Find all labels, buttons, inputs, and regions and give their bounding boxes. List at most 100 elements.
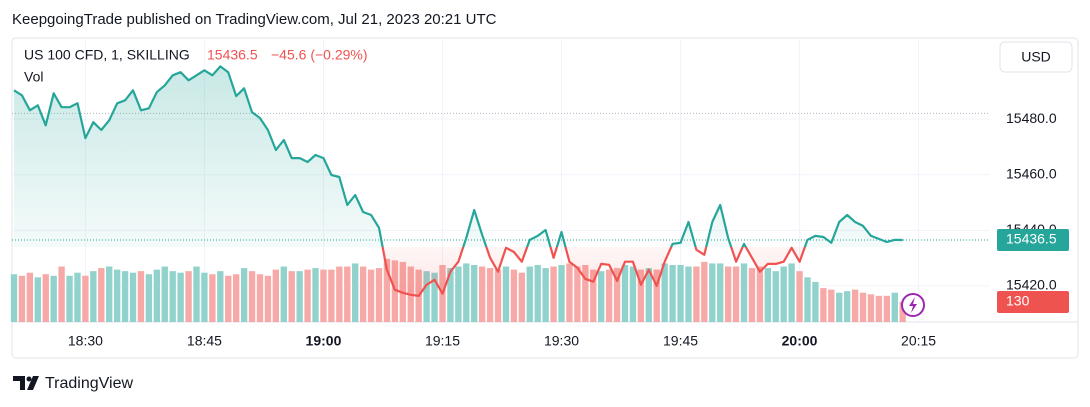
volume-bar: [336, 266, 343, 322]
y-tick-label: 15420.0: [1006, 277, 1057, 293]
chart-frame: [11, 37, 1079, 359]
volume-bar: [661, 263, 668, 322]
volume-bar: [10, 274, 18, 322]
volume-bar: [50, 275, 57, 322]
volume-bar: [113, 269, 121, 322]
volume-bar: [645, 268, 652, 322]
volume-bar: [605, 269, 613, 322]
volume-bar: [534, 264, 541, 322]
volume-legend: Vol: [24, 69, 43, 85]
volume-bar: [701, 261, 708, 322]
volume-bar: [367, 269, 375, 322]
volume-bar: [828, 289, 835, 322]
volume-bar: [851, 289, 859, 322]
volume-bar: [431, 272, 438, 322]
volume-bar: [137, 271, 145, 322]
price-area: [14, 66, 903, 296]
volume-bar: [161, 266, 168, 322]
y-tick-label: 15480.0: [1006, 110, 1057, 126]
volume-bar: [717, 263, 724, 322]
price-line: [13, 65, 903, 297]
volume-bar: [463, 263, 470, 322]
volume-bar: [590, 269, 597, 322]
logo-part: [13, 376, 25, 390]
volume-bar: [344, 266, 351, 322]
currency: USD: [1021, 49, 1051, 65]
volume-bar: [709, 263, 716, 322]
x-tick-label: 19:45: [663, 333, 698, 349]
brand: TradingView: [45, 375, 133, 392]
volume-bar: [423, 271, 430, 322]
volume-bar: [82, 275, 89, 322]
volume-bar: [296, 271, 303, 322]
volume-bar: [502, 266, 510, 322]
x-tick-label: 20:15: [901, 333, 936, 349]
x-tick-label: 19:15: [425, 333, 460, 349]
volume-bar: [629, 266, 637, 322]
volume-bar: [18, 275, 26, 322]
volume-bar: [74, 272, 81, 322]
currency-button[interactable]: [999, 41, 1073, 73]
volume-bar: [248, 271, 256, 322]
volume-bar: [724, 266, 732, 322]
volume-bar: [352, 263, 359, 322]
volume-bar: [304, 269, 311, 322]
volume-bar: [613, 268, 621, 322]
volume-bar: [550, 266, 557, 322]
volume-bar: [677, 264, 684, 322]
volume-bar: [455, 266, 462, 322]
volume-bar: [812, 281, 819, 322]
volume-bar: [98, 268, 105, 322]
volume-bar: [843, 291, 851, 322]
volume-bar: [264, 275, 272, 322]
volume-bar: [653, 269, 660, 322]
volume-bar: [66, 275, 73, 322]
volume-bar: [780, 266, 787, 322]
volume-bar: [836, 292, 843, 322]
volume-bar: [518, 272, 526, 322]
x-tick-label: 20:00: [782, 333, 818, 349]
volume-bar: [867, 294, 875, 322]
volume-bar: [256, 274, 264, 322]
volume-bar: [193, 266, 200, 322]
volume-bar: [320, 269, 327, 322]
volume-bar: [328, 269, 335, 322]
volume-bar: [510, 269, 518, 322]
x-tick-label: 18:30: [68, 333, 103, 349]
volume-bar: [478, 266, 486, 322]
volume-bar: [42, 274, 49, 322]
volume-bar: [637, 269, 645, 322]
volume-bar: [621, 264, 629, 322]
volume-bar: [685, 266, 692, 322]
volume-bar: [574, 266, 581, 322]
volume-bar: [732, 266, 740, 322]
volume-bar: [899, 301, 906, 322]
volume-bar: [153, 269, 161, 322]
volume-bar: [582, 264, 589, 322]
volume-bar: [796, 271, 803, 322]
volume-bar: [185, 271, 192, 322]
volume-bar: [106, 266, 113, 322]
volume-bar: [209, 274, 216, 322]
volume-bar: [129, 272, 137, 322]
volume-bar: [447, 268, 454, 322]
volume-bar: [288, 271, 295, 322]
volume-bar: [145, 274, 153, 322]
volume-bar: [225, 275, 232, 322]
volume-bar: [312, 268, 319, 322]
symbol: US 100 CFD, 1, SKILLING: [24, 47, 190, 63]
volume-bar: [34, 277, 41, 322]
volume-bar: [272, 269, 280, 322]
volume-bar: [566, 263, 573, 322]
volume-bar: [764, 268, 771, 322]
last-price-tag: [997, 229, 1069, 252]
volume-bar: [201, 272, 208, 322]
volume-bar: [526, 266, 533, 322]
volume-bar: [883, 295, 891, 322]
volume-bar: [169, 271, 176, 322]
volume-bar: [875, 295, 883, 322]
volume-bar: [217, 271, 224, 322]
volume-bar: [669, 264, 676, 322]
